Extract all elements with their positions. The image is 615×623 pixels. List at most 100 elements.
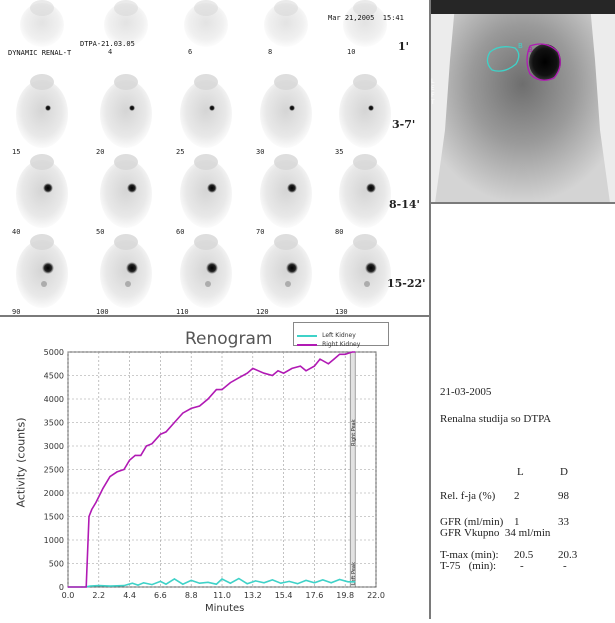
scan-frame: 120 bbox=[256, 234, 312, 316]
x-tick-label: 11.0 bbox=[213, 591, 231, 600]
right-kidney-point bbox=[299, 365, 301, 367]
gfr-right: 33 bbox=[558, 516, 569, 528]
legend-box: Left Kidney Right Kidney bbox=[293, 322, 389, 348]
right-kidney-point bbox=[67, 586, 69, 588]
tmax-right: 20.3 bbox=[558, 549, 578, 561]
right-kidney-point bbox=[85, 586, 87, 588]
x-tick-label: 4.4 bbox=[123, 591, 136, 600]
head-shadow bbox=[30, 234, 54, 250]
head-shadow bbox=[30, 0, 54, 16]
right-kidney-roi-outline bbox=[526, 43, 561, 81]
right-kidney-point bbox=[145, 445, 147, 447]
right-kidney-point bbox=[277, 370, 279, 372]
head-shadow bbox=[353, 234, 377, 250]
left-kidney-point bbox=[347, 581, 349, 583]
col-header-L: L bbox=[517, 466, 524, 478]
left-kidney-point bbox=[207, 581, 209, 583]
right-kidney-point bbox=[109, 475, 111, 478]
x-axis-label: Minutes bbox=[205, 603, 245, 614]
legend-item-right-kidney: Right Kidney bbox=[297, 334, 360, 348]
frame-number: 50 bbox=[96, 228, 104, 236]
right-kidney-point bbox=[229, 381, 231, 384]
kidney-hotspot bbox=[42, 262, 54, 274]
frame-number: 60 bbox=[176, 228, 184, 236]
right-kidney-point bbox=[199, 405, 201, 407]
body-silhouette bbox=[104, 3, 148, 47]
left-kidney-point bbox=[330, 582, 332, 584]
body-silhouette bbox=[180, 240, 232, 308]
head-shadow bbox=[194, 74, 218, 90]
scan-frame: 110 bbox=[176, 234, 232, 316]
study-label: DTPA-21.03.05 bbox=[80, 40, 135, 48]
left-peak-label: Left Peak bbox=[351, 562, 357, 585]
right-kidney-point bbox=[327, 363, 329, 365]
body-silhouette bbox=[260, 80, 312, 148]
frame-number: 100 bbox=[96, 308, 109, 316]
head-shadow bbox=[30, 154, 54, 170]
bladder-spot bbox=[205, 281, 211, 287]
right-kidney-point bbox=[271, 374, 273, 377]
body-silhouette bbox=[180, 160, 232, 228]
right-kidney-point bbox=[182, 412, 184, 414]
frame-number: 40 bbox=[12, 228, 20, 236]
left-kidney-point bbox=[159, 580, 161, 582]
legend-item-left-kidney: Left Kidney bbox=[297, 325, 356, 339]
bladder-spot bbox=[364, 281, 370, 287]
x-tick-label: 15.4 bbox=[275, 591, 293, 600]
scan-frame: 15 bbox=[12, 74, 68, 156]
y-tick-label: 3000 bbox=[44, 442, 64, 451]
row-time-3: 8-14' bbox=[389, 198, 420, 211]
body-silhouette bbox=[264, 3, 308, 47]
right-kidney-point bbox=[238, 377, 240, 379]
bladder-spot bbox=[285, 281, 291, 287]
body-silhouette bbox=[100, 160, 152, 228]
kidney-hotspot bbox=[126, 262, 138, 274]
kidney-hotspot bbox=[45, 105, 51, 111]
left-kidney-point bbox=[263, 582, 265, 584]
gfr-total: GFR Vkupno 34 ml/min bbox=[440, 527, 551, 539]
tmax-left: 20.5 bbox=[514, 549, 534, 561]
body-silhouette bbox=[260, 160, 312, 228]
head-shadow bbox=[30, 74, 54, 90]
y-tick-label: 2000 bbox=[44, 489, 64, 498]
scan-frame: 20 bbox=[96, 74, 152, 156]
body-silhouette bbox=[16, 240, 68, 308]
right-kidney-point bbox=[319, 358, 321, 360]
right-kidney-point bbox=[354, 351, 356, 353]
kidney-hotspot bbox=[287, 183, 297, 193]
kidney-hotspot bbox=[127, 183, 137, 193]
frame-number: 10 bbox=[347, 48, 355, 56]
y-tick-label: 2500 bbox=[44, 466, 64, 475]
head-shadow bbox=[114, 74, 138, 90]
scan-frame: 80 bbox=[335, 154, 391, 236]
body-silhouette bbox=[184, 3, 228, 47]
head-shadow bbox=[114, 234, 138, 250]
left-kidney-point bbox=[297, 583, 299, 585]
right-kidney-point bbox=[134, 454, 136, 456]
head-shadow bbox=[194, 234, 218, 250]
body-silhouette bbox=[100, 80, 152, 148]
body-silhouette bbox=[180, 80, 232, 148]
right-kidney-point bbox=[116, 471, 118, 473]
right-kidney-point bbox=[344, 353, 346, 355]
left-kidney-point bbox=[165, 583, 167, 585]
rel-function-right: 98 bbox=[558, 490, 569, 502]
frame-number: 25 bbox=[176, 148, 184, 156]
right-kidney-point bbox=[313, 365, 315, 367]
left-kidney-point bbox=[131, 582, 133, 584]
x-tick-label: 0.0 bbox=[62, 591, 75, 600]
bladder-spot bbox=[125, 281, 131, 287]
body-silhouette bbox=[339, 240, 391, 308]
gfr-label: GFR (ml/min) bbox=[440, 516, 504, 528]
left-kidney-point bbox=[339, 578, 341, 581]
t75-right: - bbox=[563, 560, 567, 572]
rel-function-label: Rel. f-ja (%) bbox=[440, 490, 496, 502]
renogram-panel: 0 500 1000 1500 2000 2500 3000 3500 4000 4500 5000… bbox=[0, 316, 430, 619]
right-kidney-point bbox=[91, 508, 93, 511]
head-shadow bbox=[114, 0, 138, 16]
scan-frame: 35 bbox=[335, 74, 391, 156]
right-kidney-point bbox=[246, 372, 248, 374]
kidney-hotspot bbox=[366, 183, 376, 193]
right-kidney-point bbox=[129, 459, 131, 461]
frame-number: 70 bbox=[256, 228, 264, 236]
